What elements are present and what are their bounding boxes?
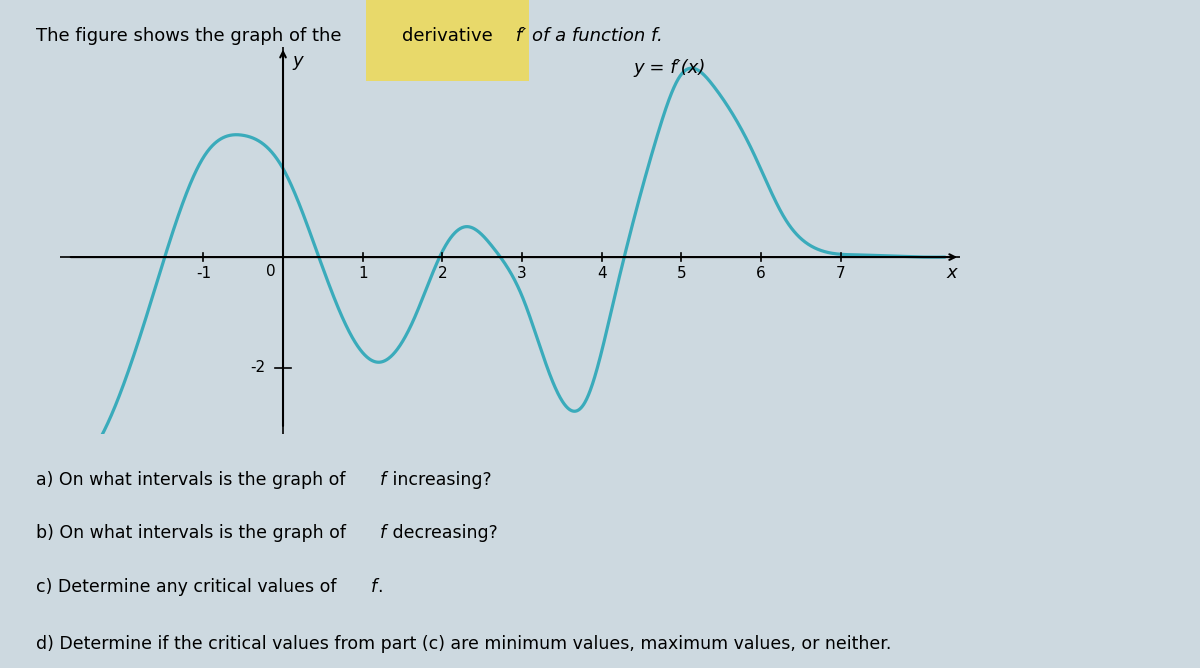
Text: 5: 5	[677, 267, 686, 281]
Text: -2: -2	[251, 360, 265, 375]
Text: .: .	[377, 578, 383, 596]
Text: f: f	[380, 524, 386, 542]
Text: 1: 1	[358, 267, 367, 281]
Text: f: f	[380, 471, 386, 489]
Text: 2: 2	[438, 267, 448, 281]
Text: f: f	[371, 578, 377, 596]
Text: The figure shows the graph of the: The figure shows the graph of the	[36, 27, 347, 45]
Text: c) Determine any critical values of: c) Determine any critical values of	[36, 578, 342, 596]
Text: y: y	[293, 52, 304, 70]
Text: decreasing?: decreasing?	[386, 524, 497, 542]
Text: increasing?: increasing?	[386, 471, 491, 489]
Text: 4: 4	[596, 267, 606, 281]
Text: d) Determine if the critical values from part (c) are minimum values, maximum va: d) Determine if the critical values from…	[36, 635, 892, 653]
Text: f′ of a function f.: f′ of a function f.	[510, 27, 662, 45]
Text: 7: 7	[835, 267, 845, 281]
Text: -1: -1	[196, 267, 211, 281]
Text: x: x	[947, 265, 958, 283]
Text: derivative: derivative	[402, 27, 493, 45]
Text: 3: 3	[517, 267, 527, 281]
Text: a) On what intervals is the graph of: a) On what intervals is the graph of	[36, 471, 352, 489]
Text: 0: 0	[266, 264, 276, 279]
Text: 6: 6	[756, 267, 766, 281]
Text: b) On what intervals is the graph of: b) On what intervals is the graph of	[36, 524, 352, 542]
Text: y = f′(x): y = f′(x)	[634, 59, 706, 77]
